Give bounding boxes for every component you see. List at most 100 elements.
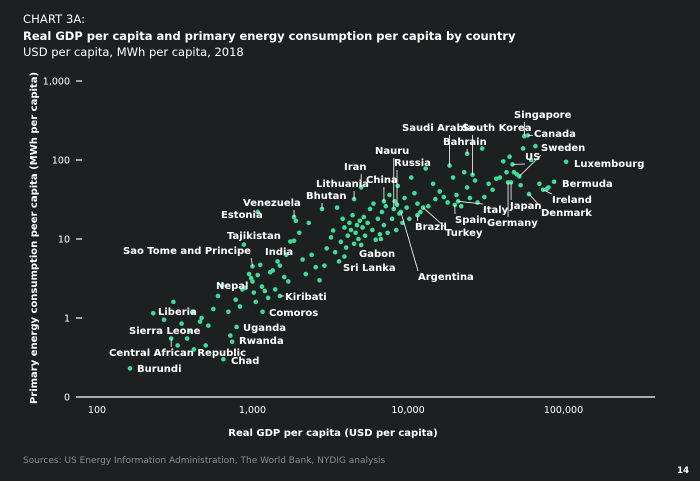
data-point bbox=[367, 206, 373, 212]
data-point bbox=[257, 262, 263, 268]
data-point bbox=[334, 205, 340, 210]
data-point bbox=[150, 310, 156, 316]
point-label-china: China bbox=[366, 175, 398, 186]
data-point bbox=[303, 271, 309, 277]
data-point bbox=[537, 181, 542, 187]
data-point bbox=[328, 235, 334, 240]
data-point bbox=[246, 271, 252, 277]
data-point bbox=[356, 236, 361, 242]
data-point bbox=[407, 216, 412, 222]
data-point-nepal bbox=[250, 279, 255, 284]
point-label-germany: Germany bbox=[487, 218, 538, 229]
data-point bbox=[507, 154, 512, 160]
data-point bbox=[418, 209, 423, 215]
point-label-us: US bbox=[525, 152, 540, 163]
data-point bbox=[361, 214, 367, 220]
data-point bbox=[546, 185, 551, 190]
data-point bbox=[464, 185, 470, 190]
data-point bbox=[255, 272, 260, 278]
data-point bbox=[317, 278, 322, 283]
data-point bbox=[226, 309, 231, 315]
data-point bbox=[171, 299, 176, 305]
x-axis-label: Real GDP per capita (USD per capita) bbox=[228, 428, 437, 439]
data-point bbox=[360, 225, 365, 230]
data-point bbox=[528, 157, 534, 163]
data-point bbox=[336, 259, 342, 264]
point-label-tajikistan: Tajikistan bbox=[227, 231, 281, 242]
data-point bbox=[175, 343, 180, 348]
point-label-singapore: Singapore bbox=[514, 110, 572, 121]
data-point bbox=[408, 175, 414, 180]
point-label-rwanda: Rwanda bbox=[239, 336, 284, 347]
y-axis-label: Primary energy consumption peer capita (… bbox=[29, 72, 40, 404]
data-point bbox=[370, 227, 375, 233]
data-point bbox=[297, 230, 302, 236]
data-point bbox=[262, 288, 268, 294]
point-label-ireland: Ireland bbox=[552, 195, 592, 206]
data-point-gabon bbox=[378, 236, 384, 242]
data-point bbox=[362, 233, 368, 239]
x-tick-label: 100,000 bbox=[544, 405, 583, 416]
point-label-burundi: Burundi bbox=[137, 364, 182, 375]
data-point bbox=[467, 195, 473, 201]
point-labels: Burundi Central African Republic Sierra Le… bbox=[109, 110, 644, 375]
point-label-bahrain: Bahrain bbox=[443, 137, 487, 148]
data-point bbox=[197, 319, 203, 324]
data-point bbox=[375, 216, 381, 222]
data-point bbox=[332, 249, 338, 255]
point-label-italy: Italy bbox=[483, 205, 509, 216]
data-point bbox=[533, 143, 538, 149]
data-point bbox=[191, 347, 197, 352]
data-point bbox=[433, 196, 438, 202]
data-point bbox=[324, 246, 329, 251]
data-point bbox=[215, 293, 221, 299]
data-point bbox=[272, 287, 278, 292]
chart-number-label: CHART 3A: bbox=[23, 12, 86, 26]
data-point bbox=[270, 268, 276, 273]
data-point bbox=[387, 192, 392, 198]
data-point bbox=[461, 169, 467, 175]
data-point bbox=[479, 146, 485, 151]
data-point bbox=[211, 306, 216, 312]
point-label-nepal: Nepal bbox=[216, 281, 249, 292]
data-point bbox=[309, 252, 314, 258]
data-point bbox=[293, 218, 299, 224]
data-point bbox=[412, 190, 417, 196]
data-point bbox=[437, 189, 443, 194]
data-point bbox=[482, 194, 487, 200]
data-point bbox=[206, 323, 211, 328]
data-point-burundi bbox=[127, 366, 133, 371]
data-point bbox=[379, 209, 385, 215]
y-tick-label: 1,000 bbox=[43, 77, 70, 88]
data-point bbox=[497, 175, 503, 180]
data-point bbox=[330, 228, 336, 233]
point-label-sri-lanka: Sri Lanka bbox=[343, 263, 396, 274]
point-label-sierra-leone: Sierra Leone bbox=[129, 326, 201, 337]
data-point bbox=[353, 230, 358, 236]
data-point bbox=[345, 233, 351, 239]
point-label-denmark: Denmark bbox=[541, 208, 592, 219]
point-label-lithuania: Lithuania bbox=[316, 179, 369, 190]
x-tick-label: 100 bbox=[88, 405, 106, 416]
point-label-spain: Spain bbox=[455, 215, 487, 226]
point-label-turkey: Turkey bbox=[445, 228, 483, 239]
data-point bbox=[251, 290, 257, 295]
data-point bbox=[343, 245, 349, 250]
y-tick-label: 1 bbox=[64, 314, 70, 325]
data-point bbox=[338, 239, 344, 245]
data-point bbox=[322, 263, 327, 268]
data-point bbox=[300, 257, 305, 262]
data-point bbox=[371, 201, 376, 206]
data-point bbox=[423, 166, 429, 171]
data-point bbox=[402, 195, 407, 201]
data-point-sierra-leone bbox=[187, 328, 193, 334]
data-point bbox=[277, 263, 283, 268]
data-point bbox=[179, 321, 184, 326]
data-point bbox=[358, 242, 364, 248]
leader-line-sweden bbox=[519, 154, 542, 177]
data-point bbox=[454, 192, 459, 198]
data-point bbox=[475, 200, 480, 205]
data-point bbox=[490, 187, 495, 193]
chart-title: Real GDP per capita and primary energy c… bbox=[23, 29, 516, 43]
leader-line-ireland bbox=[542, 189, 553, 195]
